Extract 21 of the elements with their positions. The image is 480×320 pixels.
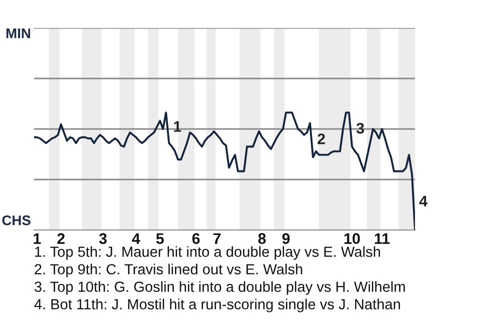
text: 1. Top 5th: J. Mauer hit into a double play vs E. Walsh [35,246,380,260]
x-tick-label: 6 [192,233,200,244]
text: 3. Top 10th: G. Goslin hit into a double play vs H. Wilhelm [34,281,405,295]
x-tick-label: 10 [344,233,360,244]
x-tick-label: 8 [258,233,266,244]
x-tick-label: 7 [213,233,221,244]
text: 2. Top 9th: C. Travis lined out vs E. Walsh [34,264,302,278]
x-tick-label: 1 [34,233,41,244]
text: MIN [6,28,30,38]
x-tick-label: 3 [99,233,107,244]
text: 4. Bot 11th: J. Mostil hit a run-scoring single vs J. Nathan [34,298,400,312]
x-tick-label: 5 [156,233,164,244]
x-tick-label: 4 [132,233,140,244]
text: 4 [419,196,428,206]
x-tick-label: 11 [374,233,390,244]
annotation: 3 [356,122,364,134]
annotation: 1 [174,121,182,132]
x-tick-label: 2 [57,233,65,244]
x-tick-label: 9 [282,233,290,244]
annotation: 2 [318,133,325,144]
text: CHS [2,215,30,226]
